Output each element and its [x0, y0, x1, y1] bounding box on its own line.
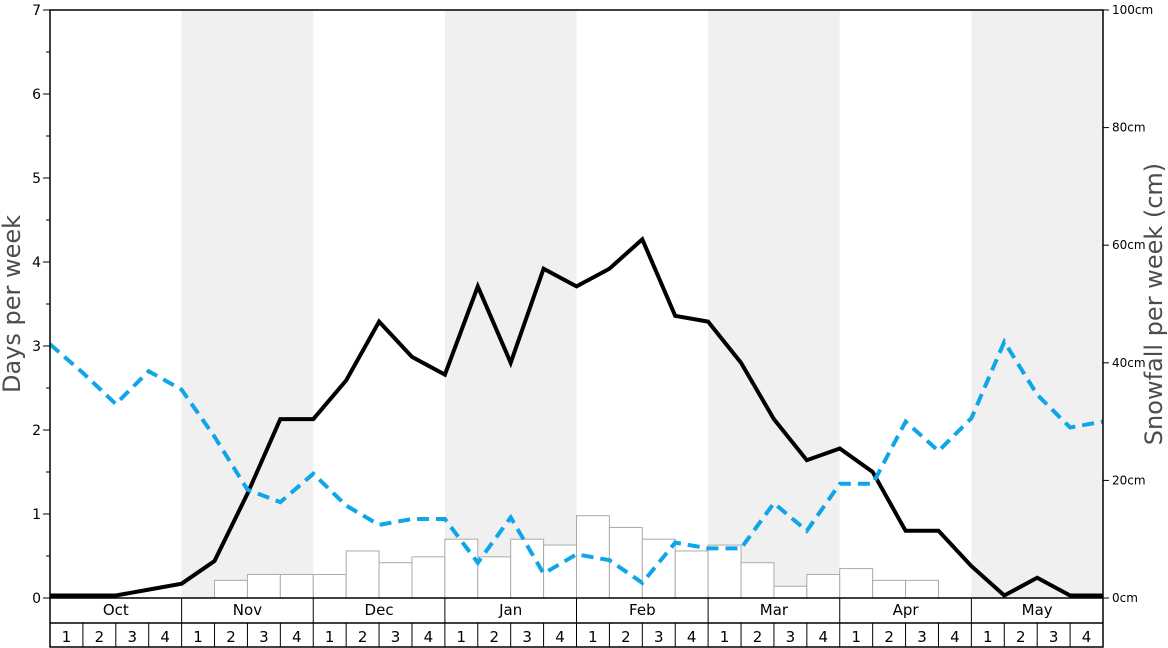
left-axis: 0 1 2 3 4 5 6 7: [32, 3, 50, 607]
week-axis: 1 2 3 4 1 2 3 4 1 2 3 4 1 2 3 4 1 2 3 4 1 2 3 4 1 2 3 4 1 2 3 4: [62, 623, 1092, 647]
week-label: 3: [391, 628, 401, 646]
month-label: Jan: [498, 601, 522, 619]
y-axis-label-right: Snowfall per week (cm): [1140, 163, 1168, 445]
snowfall-bar: [740, 562, 775, 599]
right-axis: 0cm 20cm 40cm 60cm 80cm 100cm: [1103, 3, 1153, 605]
week-label: 4: [424, 628, 434, 646]
week-label: 2: [95, 628, 105, 646]
week-label: 3: [259, 628, 269, 646]
snowfall-bar: [773, 585, 808, 599]
week-label: 1: [983, 628, 993, 646]
month-shade-mar: [708, 10, 840, 598]
snowfall-bar: [872, 579, 907, 599]
right-tick-label: 100cm: [1112, 3, 1153, 17]
snowfall-bar: [312, 573, 347, 599]
left-tick-label: 1: [32, 507, 41, 523]
week-label: 3: [654, 628, 664, 646]
left-tick-label: 2: [32, 423, 41, 439]
week-label: 3: [522, 628, 532, 646]
month-label: Oct: [103, 601, 129, 619]
week-label: 1: [62, 628, 72, 646]
week-label: 1: [851, 628, 861, 646]
month-label: Dec: [365, 601, 394, 619]
solid-line: [50, 235, 1103, 598]
week-label: 3: [127, 628, 137, 646]
week-label: 2: [621, 628, 631, 646]
month-label: May: [1022, 601, 1053, 619]
right-tick-label: 80cm: [1112, 121, 1146, 135]
left-tick-label: 7: [32, 3, 41, 19]
snowfall-bar: [477, 556, 512, 599]
month-axis: Oct Nov Dec Jan Feb Mar Apr May: [103, 598, 1053, 623]
week-label: 1: [457, 628, 467, 646]
snowfall-bar: [378, 562, 413, 599]
snowfall-bar: [246, 573, 281, 599]
month-label: Apr: [893, 601, 920, 619]
month-shading: [181, 10, 1103, 598]
snowfall-bar: [279, 573, 314, 599]
week-label: 1: [720, 628, 730, 646]
snowfall-bar: [543, 544, 577, 599]
week-label: 4: [819, 628, 829, 646]
week-label: 3: [917, 628, 927, 646]
week-label: 2: [358, 628, 368, 646]
month-label: Mar: [760, 601, 789, 619]
week-label: 1: [325, 628, 335, 646]
right-tick-label: 60cm: [1112, 238, 1146, 252]
week-label: 4: [950, 628, 960, 646]
day-lines: [48, 235, 1104, 598]
left-tick-label: 3: [32, 339, 41, 355]
snowfall-bar: [411, 556, 446, 599]
snowfall-bar: [345, 550, 380, 599]
week-label: 2: [1016, 628, 1026, 646]
week-label: 4: [292, 628, 302, 646]
snowfall-bar: [214, 579, 248, 599]
week-label: 1: [588, 628, 598, 646]
snowfall-bar: [905, 579, 939, 599]
left-tick-label: 5: [32, 171, 41, 187]
snowfall-bar: [806, 573, 841, 599]
month-shade-nov: [181, 10, 314, 598]
month-label: Nov: [233, 601, 262, 619]
snowfall-bar: [674, 550, 709, 599]
week-label: 4: [687, 628, 697, 646]
week-label: 4: [1082, 628, 1092, 646]
week-label: 2: [489, 628, 499, 646]
week-label: 3: [786, 628, 796, 646]
right-tick-label: 40cm: [1112, 356, 1146, 370]
snowfall-bar: [608, 526, 643, 599]
snowfall-bar: [839, 568, 874, 599]
month-label: Feb: [629, 601, 656, 619]
right-tick-label: 0cm: [1112, 591, 1138, 605]
snowfall-bar: [707, 544, 742, 599]
left-tick-label: 4: [32, 255, 41, 271]
week-label: 3: [1049, 628, 1059, 646]
left-tick-label: 6: [32, 87, 41, 103]
week-label: 4: [160, 628, 170, 646]
month-shade-jan: [444, 10, 577, 598]
snowfall-bar: [444, 538, 479, 599]
month-shade-may: [971, 10, 1103, 598]
week-label: 1: [193, 628, 203, 646]
snowfall-bar: [641, 538, 676, 599]
week-label: 4: [555, 628, 565, 646]
week-label: 2: [884, 628, 894, 646]
week-label: 2: [226, 628, 236, 646]
dashed-line: [48, 337, 1104, 586]
y-axis-label-left: Days per week: [0, 215, 26, 393]
left-tick-label: 0: [32, 591, 41, 607]
week-label: 2: [753, 628, 763, 646]
right-tick-label: 20cm: [1112, 473, 1146, 487]
